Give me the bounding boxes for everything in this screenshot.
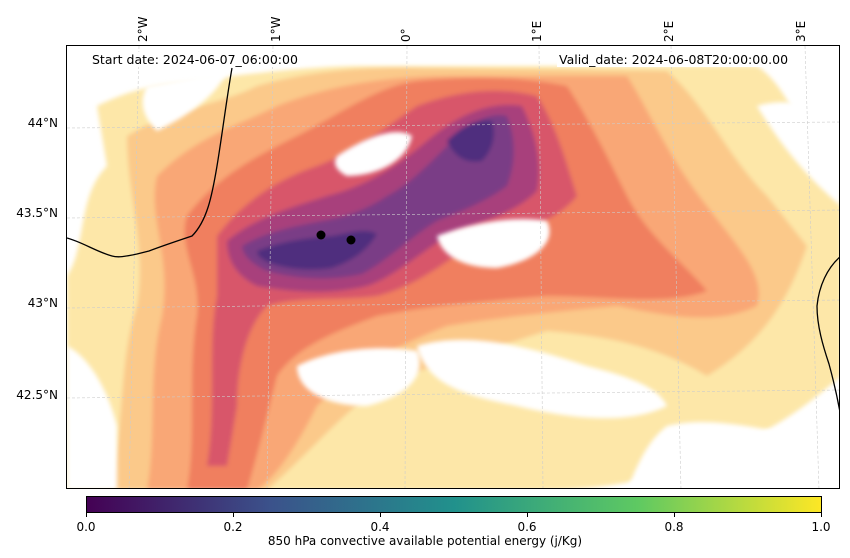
lon-label-3e: 3°E (794, 20, 808, 42)
lat-label-42-5n: 42.5°N (16, 388, 58, 402)
start-date-label: Start date: 2024-06-07_06:00:00 (90, 52, 300, 67)
colorbar-tick (821, 513, 822, 517)
lon-label-2w: 2°W (136, 16, 150, 43)
colorbar-label-0: 0.0 (76, 520, 96, 534)
graticule (67, 46, 839, 488)
colorbar-title: 850 hPa convective available potential e… (267, 534, 583, 548)
colorbar-label-2: 0.4 (370, 520, 390, 534)
lon-label-0: 0° (399, 28, 413, 42)
cape-field (67, 66, 839, 488)
station-marker-a (316, 230, 326, 240)
colorbar-tick (380, 513, 381, 517)
colorbar-tick (86, 513, 87, 517)
coastline (67, 67, 839, 411)
lat-label-43-5n: 43.5°N (16, 206, 58, 220)
lon-label-1w: 1°W (269, 16, 283, 43)
colorbar-tick (527, 513, 528, 517)
colorbar-label-1: 0.2 (223, 520, 243, 534)
valid-date-label: Valid_date: 2024-06-08T20:00:00.00 (557, 52, 791, 67)
field-level-8 (257, 120, 494, 270)
mediterranean-coast (816, 257, 839, 411)
lon-label-2e: 2°E (662, 20, 676, 42)
colorbar-tick (233, 513, 234, 517)
no-data-holes (67, 71, 839, 488)
colorbar-label-5: 1.0 (811, 520, 831, 534)
lat-label-44n: 44°N (27, 116, 58, 130)
field-level-7 (242, 115, 514, 279)
colorbar-tick (674, 513, 675, 517)
lat-label-43n: 43°N (27, 296, 58, 310)
map-panel[interactable]: Start date: 2024-06-07_06:00:00 Valid_da… (66, 45, 840, 489)
colorbar-label-4: 0.8 (664, 520, 684, 534)
lon-label-1e: 1°E (530, 20, 544, 42)
station-marker-b (346, 235, 356, 245)
colorbar-label-3: 0.6 (517, 520, 537, 534)
station-markers (316, 230, 356, 245)
colorbar (86, 496, 822, 513)
cape-map (67, 46, 839, 488)
atlantic-coast (67, 67, 233, 258)
